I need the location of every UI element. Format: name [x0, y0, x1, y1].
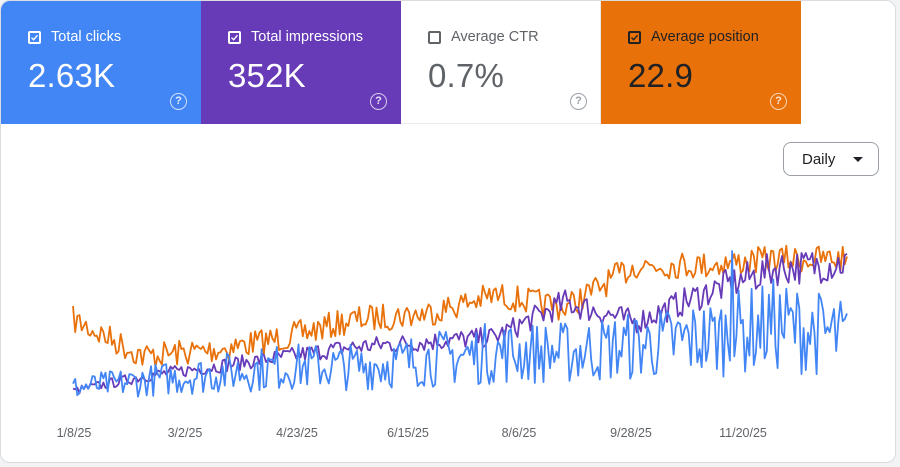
- granularity-label: Daily: [802, 150, 836, 168]
- x-tick-label: 1/8/25: [57, 426, 92, 440]
- checkbox-average-position[interactable]: [628, 30, 641, 44]
- metric-tile-average-position[interactable]: Average position 22.9 ?: [601, 1, 801, 124]
- x-tick-label: 4/23/25: [276, 426, 318, 440]
- metric-value: 0.7%: [428, 57, 505, 94]
- metric-label: Total impressions: [251, 29, 364, 45]
- x-tick-label: 9/28/25: [610, 426, 652, 440]
- checkbox-total-clicks[interactable]: [28, 30, 41, 44]
- metric-tile-total-impressions[interactable]: Total impressions 352K ?: [201, 1, 401, 124]
- metric-tile-total-clicks[interactable]: Total clicks 2.63K ?: [1, 1, 201, 124]
- help-icon[interactable]: ?: [570, 93, 587, 110]
- granularity-dropdown[interactable]: Daily: [783, 142, 879, 176]
- x-tick-label: 8/6/25: [502, 426, 537, 440]
- series-line-total-clicks: [72, 250, 848, 398]
- metric-tile-average-ctr[interactable]: Average CTR 0.7% ?: [401, 1, 601, 124]
- checkbox-average-ctr[interactable]: [428, 30, 441, 44]
- metric-label: Total clicks: [51, 29, 122, 45]
- checkbox-total-impressions[interactable]: [228, 30, 241, 44]
- series-line-average-position: [72, 244, 848, 368]
- x-tick-label: 6/15/25: [387, 426, 429, 440]
- metric-value: 2.63K: [28, 57, 116, 94]
- x-tick-label: 3/2/25: [168, 426, 203, 440]
- metric-value: 22.9: [628, 57, 694, 94]
- metric-label: Average CTR: [451, 29, 539, 45]
- x-tick-label: 11/20/25: [719, 426, 767, 440]
- check-icon: [631, 34, 639, 41]
- check-icon: [231, 34, 239, 41]
- check-icon: [31, 34, 39, 41]
- metric-tiles: Total clicks 2.63K ? Total impressions 3…: [1, 1, 801, 124]
- metric-label: Average position: [651, 29, 759, 45]
- help-icon[interactable]: ?: [370, 93, 387, 110]
- metric-value: 352K: [228, 57, 306, 94]
- help-icon[interactable]: ?: [770, 93, 787, 110]
- chevron-down-icon: [853, 157, 863, 162]
- help-icon[interactable]: ?: [170, 93, 187, 110]
